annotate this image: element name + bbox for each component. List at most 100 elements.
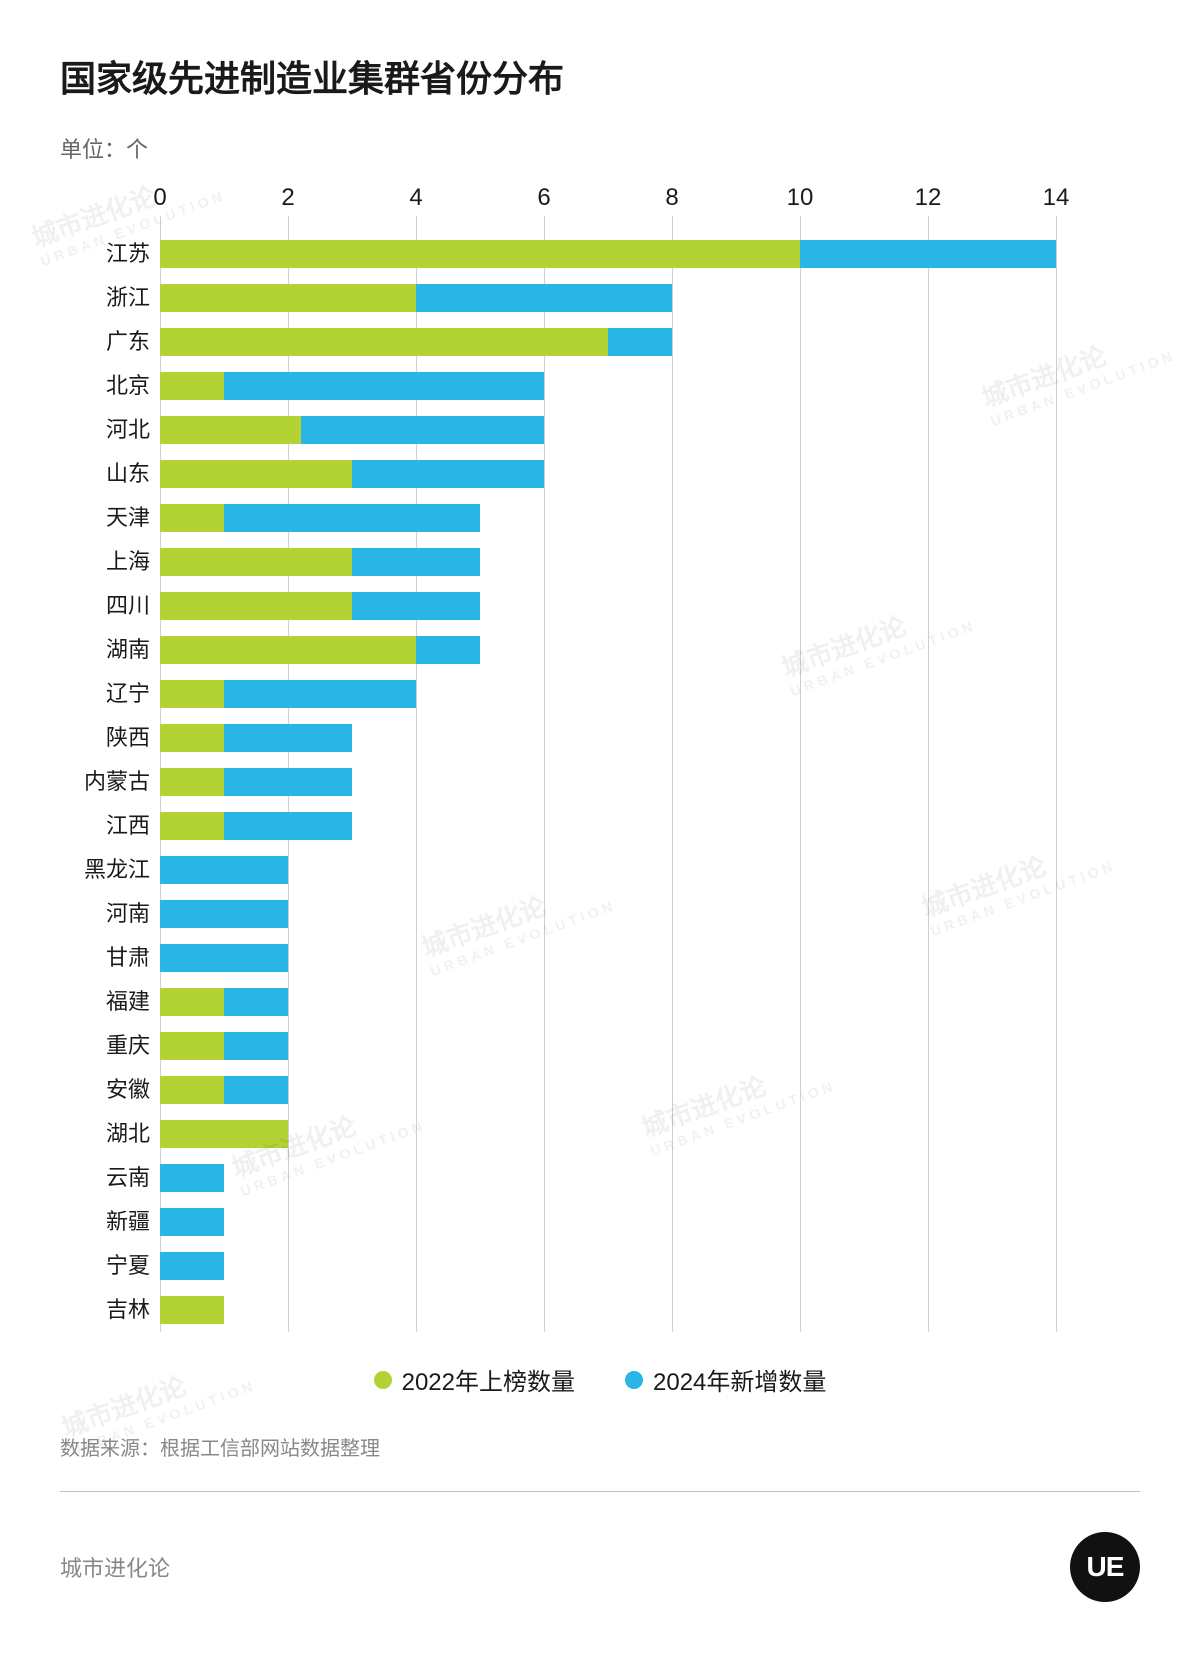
row-label: 安徽 xyxy=(60,1068,150,1112)
row-label: 天津 xyxy=(60,496,150,540)
bar-segment-v2022 xyxy=(160,988,224,1016)
bar-segment-v2024 xyxy=(224,504,480,532)
bar-segment-v2022 xyxy=(160,724,224,752)
row-label: 湖北 xyxy=(60,1112,150,1156)
row-label: 内蒙古 xyxy=(60,760,150,804)
bar-track xyxy=(160,724,1120,752)
x-tick: 2 xyxy=(281,184,294,212)
bar-segment-v2024 xyxy=(224,768,352,796)
bar-track xyxy=(160,372,1120,400)
bar-row: 内蒙古 xyxy=(160,760,1120,804)
bar-row: 湖南 xyxy=(160,628,1120,672)
bar-segment-v2022 xyxy=(160,328,608,356)
bar-track xyxy=(160,988,1120,1016)
bar-row: 云南 xyxy=(160,1156,1120,1200)
row-label: 广东 xyxy=(60,320,150,364)
bar-row: 江苏 xyxy=(160,232,1120,276)
bar-track xyxy=(160,1164,1120,1192)
row-label: 陕西 xyxy=(60,716,150,760)
bar-track xyxy=(160,944,1120,972)
bar-segment-v2022 xyxy=(160,636,416,664)
row-label: 福建 xyxy=(60,980,150,1024)
bar-segment-v2022 xyxy=(160,416,301,444)
bar-segment-v2022 xyxy=(160,548,352,576)
bar-segment-v2024 xyxy=(224,680,416,708)
bar-segment-v2024 xyxy=(160,1252,224,1280)
row-label: 云南 xyxy=(60,1156,150,1200)
bar-segment-v2022 xyxy=(160,1120,288,1148)
row-label: 浙江 xyxy=(60,276,150,320)
x-tick: 6 xyxy=(537,184,550,212)
bar-segment-v2022 xyxy=(160,1296,224,1324)
bar-track xyxy=(160,812,1120,840)
bar-row: 广东 xyxy=(160,320,1120,364)
bar-segment-v2024 xyxy=(160,900,288,928)
bar-segment-v2022 xyxy=(160,372,224,400)
bar-segment-v2022 xyxy=(160,504,224,532)
bar-segment-v2024 xyxy=(416,636,480,664)
bar-track xyxy=(160,416,1120,444)
bar-row: 河南 xyxy=(160,892,1120,936)
bar-row: 辽宁 xyxy=(160,672,1120,716)
bar-segment-v2024 xyxy=(800,240,1056,268)
bar-row: 湖北 xyxy=(160,1112,1120,1156)
x-tick: 10 xyxy=(787,184,814,212)
unit-label: 单位：个 xyxy=(60,132,1140,164)
bar-track xyxy=(160,1032,1120,1060)
bar-track xyxy=(160,284,1120,312)
row-label: 新疆 xyxy=(60,1200,150,1244)
bar-track xyxy=(160,900,1120,928)
bar-track xyxy=(160,1120,1120,1148)
chart: 02468101214 江苏浙江广东北京河北山东天津上海四川湖南辽宁陕西内蒙古江… xyxy=(60,184,1140,1332)
bar-segment-v2024 xyxy=(224,1076,288,1104)
source-label: 数据来源：根据工信部网站数据整理 xyxy=(60,1432,1140,1461)
bar-segment-v2022 xyxy=(160,240,800,268)
footer: 城市进化论 UE xyxy=(60,1532,1140,1602)
bar-row: 宁夏 xyxy=(160,1244,1120,1288)
legend-label: 2022年上榜数量 xyxy=(402,1362,575,1397)
legend-item: 2022年上榜数量 xyxy=(374,1362,575,1397)
bar-track xyxy=(160,548,1120,576)
bar-row: 天津 xyxy=(160,496,1120,540)
bar-row: 上海 xyxy=(160,540,1120,584)
bar-row: 北京 xyxy=(160,364,1120,408)
bar-segment-v2024 xyxy=(224,372,544,400)
bar-segment-v2024 xyxy=(160,944,288,972)
bar-track xyxy=(160,636,1120,664)
bar-row: 重庆 xyxy=(160,1024,1120,1068)
x-tick: 4 xyxy=(409,184,422,212)
legend-swatch xyxy=(625,1371,643,1389)
bar-row: 浙江 xyxy=(160,276,1120,320)
bar-segment-v2024 xyxy=(224,724,352,752)
bar-row: 江西 xyxy=(160,804,1120,848)
bar-row: 安徽 xyxy=(160,1068,1120,1112)
bar-segment-v2024 xyxy=(608,328,672,356)
bar-row: 陕西 xyxy=(160,716,1120,760)
bar-track xyxy=(160,1076,1120,1104)
bars-area: 江苏浙江广东北京河北山东天津上海四川湖南辽宁陕西内蒙古江西黑龙江河南甘肃福建重庆… xyxy=(160,224,1120,1332)
row-label: 山东 xyxy=(60,452,150,496)
bar-segment-v2024 xyxy=(160,1208,224,1236)
bar-row: 新疆 xyxy=(160,1200,1120,1244)
bar-row: 黑龙江 xyxy=(160,848,1120,892)
brand-logo: UE xyxy=(1070,1532,1140,1602)
bar-row: 四川 xyxy=(160,584,1120,628)
bar-segment-v2024 xyxy=(160,856,288,884)
bar-segment-v2022 xyxy=(160,1076,224,1104)
bar-segment-v2024 xyxy=(416,284,672,312)
x-axis-ticks: 02468101214 xyxy=(160,184,1120,224)
bar-row: 吉林 xyxy=(160,1288,1120,1332)
bar-track xyxy=(160,1208,1120,1236)
bar-track xyxy=(160,1252,1120,1280)
row-label: 江苏 xyxy=(60,232,150,276)
bar-row: 山东 xyxy=(160,452,1120,496)
x-tick: 0 xyxy=(153,184,166,212)
bar-segment-v2024 xyxy=(224,988,288,1016)
bar-segment-v2022 xyxy=(160,1032,224,1060)
row-label: 重庆 xyxy=(60,1024,150,1068)
legend-swatch xyxy=(374,1371,392,1389)
bar-segment-v2022 xyxy=(160,460,352,488)
legend-item: 2024年新增数量 xyxy=(625,1362,826,1397)
row-label: 甘肃 xyxy=(60,936,150,980)
row-label: 宁夏 xyxy=(60,1244,150,1288)
